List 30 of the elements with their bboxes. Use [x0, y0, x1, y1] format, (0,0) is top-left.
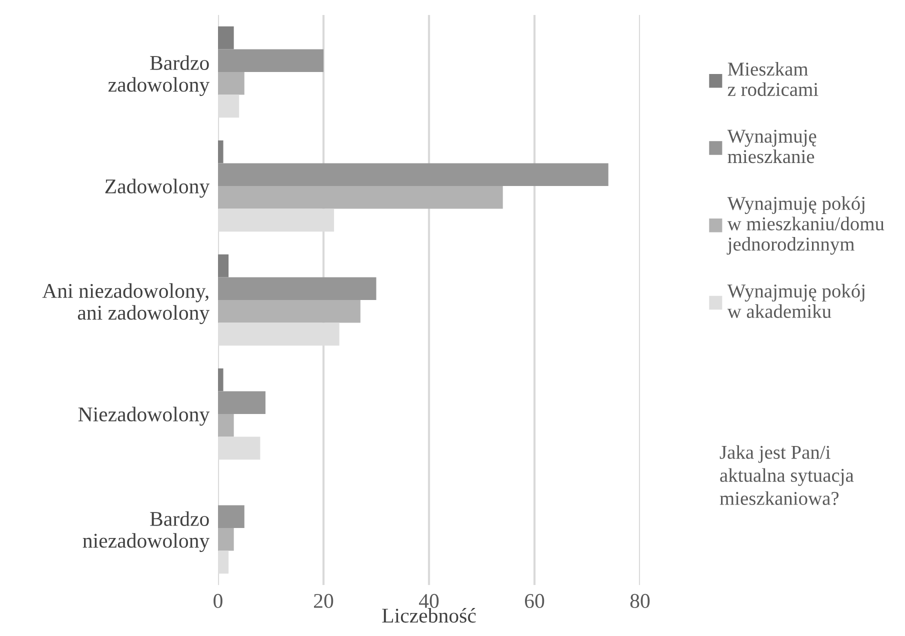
bar	[218, 163, 608, 186]
bar	[218, 140, 224, 164]
bar	[218, 254, 229, 278]
bar	[218, 277, 376, 300]
legend-label: Wynajmuję pokój w mieszkaniu/domu jednorodzinnym	[726, 196, 884, 255]
bar	[218, 414, 234, 437]
legend-title: Jaka jest Pan/i aktualna sytuacja mieszkaniowa?	[720, 445, 854, 506]
bar	[218, 49, 324, 72]
legend-label: Wynajmuję pokój w akademiku	[727, 284, 864, 318]
x-axis-title: Liczebność	[382, 608, 476, 623]
bar	[218, 26, 234, 50]
x-tick-label: 40	[418, 594, 439, 608]
y-tick-label: Bardzo zadowolony	[108, 55, 210, 96]
y-tick-label: Bardzo niezadowolony	[82, 511, 210, 552]
bar	[218, 391, 266, 414]
bar	[218, 368, 224, 392]
bar	[218, 300, 360, 323]
x-tick-label: 80	[630, 594, 650, 608]
legend-label: Mieszkam z rodzicami	[728, 62, 818, 96]
x-tick-label: 0	[214, 594, 222, 608]
bar	[218, 72, 244, 95]
legend-label: Wynajmuję mieszkanie	[727, 130, 816, 164]
x-tick-label: 20	[314, 594, 334, 608]
x-tick-label: 60	[524, 594, 544, 608]
bar	[218, 505, 244, 528]
y-tick-label: Ani niezadowolony, ani zadowolony	[42, 283, 210, 324]
y-tick-label: Niezadowolony	[78, 406, 210, 426]
bar	[218, 528, 234, 551]
bar	[218, 186, 503, 209]
y-tick-label: Zadowolony	[105, 178, 210, 198]
